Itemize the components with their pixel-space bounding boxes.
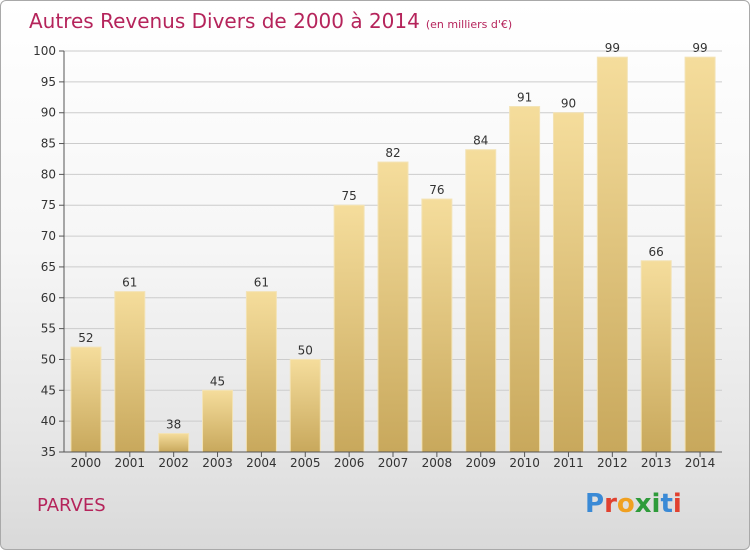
bar — [114, 291, 146, 453]
x-tick-label: 2007 — [378, 456, 409, 470]
bar-value-label: 75 — [341, 189, 356, 203]
bar — [377, 161, 409, 453]
bar-value-label: 90 — [561, 97, 576, 111]
bar — [70, 346, 102, 453]
bar-value-label: 50 — [298, 343, 313, 357]
y-tick-label: 90 — [41, 106, 56, 120]
bar-value-label: 45 — [210, 374, 225, 388]
x-tick-label: 2012 — [597, 456, 628, 470]
x-tick-label: 2002 — [158, 456, 189, 470]
axes: 35 40 45 50 55 60 65 70 75 80 85 90 95 100 2000 2001 200… — [33, 44, 722, 470]
y-tick-label: 95 — [41, 75, 56, 89]
bar-value-label: 84 — [473, 134, 488, 148]
y-tick-label: 55 — [41, 322, 56, 336]
bar — [158, 432, 190, 453]
bar — [421, 198, 453, 453]
x-tick-label: 2000 — [71, 456, 102, 470]
bar-value-label: 66 — [649, 245, 664, 259]
bar-value-label: 52 — [78, 331, 93, 345]
bar — [465, 149, 497, 453]
y-tick-label: 45 — [41, 383, 56, 397]
y-tick-label: 85 — [41, 137, 56, 151]
chart-title-block: Autres Revenus Divers de 2000 à 2014 (en … — [29, 9, 512, 33]
bar — [289, 358, 321, 453]
proxiti-logo[interactable]: Proxiti — [585, 489, 682, 519]
logo-letter: r — [604, 489, 617, 519]
y-tick-label: 75 — [41, 198, 56, 212]
bar — [202, 389, 234, 453]
x-tick-label: 2013 — [641, 456, 672, 470]
y-tick-label: 100 — [33, 44, 56, 58]
logo-letter: x — [634, 489, 652, 519]
value-labels: 52 61 38 45 61 50 75 82 76 84 91 90 99 66 99 — [78, 41, 707, 431]
logo-letter: P — [585, 489, 605, 519]
bar — [640, 260, 672, 453]
x-tick-label: 2010 — [509, 456, 540, 470]
x-tick-label: 2003 — [202, 456, 233, 470]
y-tick-label: 50 — [41, 352, 56, 366]
logo-letter: o — [616, 489, 635, 519]
x-tick-label: 2008 — [422, 456, 453, 470]
x-tick-label: 2004 — [246, 456, 277, 470]
y-tick-label: 40 — [41, 414, 56, 428]
x-tick-label: 2009 — [465, 456, 496, 470]
bar — [684, 56, 716, 453]
x-tick-label: 2006 — [334, 456, 365, 470]
x-tick-label: 2011 — [553, 456, 584, 470]
y-tick-label: 60 — [41, 291, 56, 305]
y-tick-label: 65 — [41, 260, 56, 274]
bar — [245, 291, 277, 453]
y-tick-label: 80 — [41, 167, 56, 181]
logo-letter: t — [660, 489, 673, 519]
x-tick-label: 2014 — [685, 456, 716, 470]
bar-value-label: 38 — [166, 417, 181, 431]
bar — [552, 112, 584, 453]
y-tick-label: 35 — [41, 445, 56, 459]
bar-value-label: 99 — [692, 41, 707, 55]
x-tick-label: 2005 — [290, 456, 321, 470]
chart-title: Autres Revenus Divers de 2000 à 2014 — [29, 9, 420, 33]
bars — [70, 56, 716, 453]
bar-value-label: 61 — [122, 276, 137, 290]
bar-value-label: 91 — [517, 91, 532, 105]
x-tick-label: 2001 — [115, 456, 146, 470]
bar-value-label: 99 — [605, 41, 620, 55]
y-tick-label: 70 — [41, 229, 56, 243]
bar — [596, 56, 628, 453]
bar — [333, 204, 365, 453]
logo-letter: i — [651, 489, 661, 519]
logo-letter: i — [672, 489, 682, 519]
bar — [509, 106, 541, 453]
commune-name: PARVES — [37, 495, 106, 516]
bar-value-label: 82 — [385, 146, 400, 160]
chart-unit: (en milliers d'€) — [425, 18, 513, 31]
bar-value-label: 76 — [429, 183, 444, 197]
bar-value-label: 61 — [254, 276, 269, 290]
